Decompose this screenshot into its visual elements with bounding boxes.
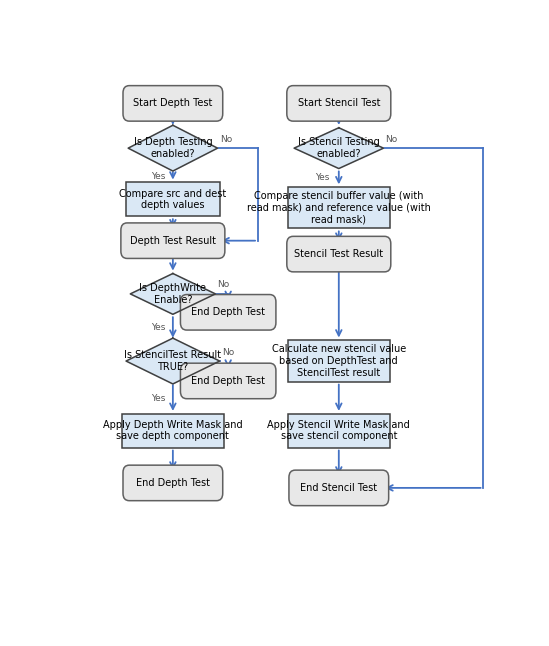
Text: Stencil Test Result: Stencil Test Result (294, 249, 383, 259)
Text: End Stencil Test: End Stencil Test (300, 483, 377, 493)
Text: No: No (220, 135, 232, 143)
Text: Compare stencil buffer value (with
read mask) and reference value (with
read mas: Compare stencil buffer value (with read … (247, 191, 431, 224)
Text: End Depth Test: End Depth Test (191, 376, 265, 386)
Text: Yes: Yes (151, 172, 165, 182)
FancyBboxPatch shape (288, 340, 390, 382)
Text: Is StencilTest Result
TRUE?: Is StencilTest Result TRUE? (124, 350, 221, 372)
Text: End Depth Test: End Depth Test (191, 307, 265, 317)
FancyBboxPatch shape (288, 414, 390, 448)
FancyBboxPatch shape (287, 236, 391, 272)
Polygon shape (128, 125, 217, 171)
FancyBboxPatch shape (123, 86, 223, 121)
FancyBboxPatch shape (121, 223, 225, 258)
Text: Apply Stencil Write Mask and
save stencil component: Apply Stencil Write Mask and save stenci… (267, 420, 410, 441)
FancyBboxPatch shape (123, 465, 223, 501)
Text: Is Stencil Testing
enabled?: Is Stencil Testing enabled? (298, 138, 380, 159)
Text: Start Stencil Test: Start Stencil Test (298, 98, 380, 109)
Polygon shape (294, 128, 383, 169)
Text: Is DepthWrite
Enable?: Is DepthWrite Enable? (139, 283, 206, 305)
Text: No: No (217, 280, 230, 289)
Text: Apply Depth Write Mask and
save depth component: Apply Depth Write Mask and save depth co… (103, 420, 243, 441)
FancyBboxPatch shape (122, 414, 224, 448)
FancyBboxPatch shape (289, 470, 389, 506)
FancyBboxPatch shape (181, 295, 276, 330)
Text: Calculate new stencil value
based on DepthTest and
StencilTest result: Calculate new stencil value based on Dep… (272, 344, 406, 378)
Polygon shape (126, 338, 220, 384)
Polygon shape (130, 273, 215, 315)
Text: Depth Test Result: Depth Test Result (130, 236, 216, 245)
Text: No: No (222, 348, 234, 357)
Text: Yes: Yes (151, 394, 165, 403)
FancyBboxPatch shape (126, 182, 220, 216)
Text: No: No (385, 135, 398, 143)
FancyBboxPatch shape (181, 363, 276, 399)
FancyBboxPatch shape (287, 86, 391, 121)
Text: Compare src and dest
depth values: Compare src and dest depth values (119, 189, 227, 210)
Text: Yes: Yes (315, 173, 330, 182)
Text: End Depth Test: End Depth Test (136, 478, 210, 488)
Text: Is Depth Testing
enabled?: Is Depth Testing enabled? (133, 138, 212, 159)
FancyBboxPatch shape (288, 187, 390, 229)
Text: Yes: Yes (151, 323, 165, 332)
Text: Start Depth Test: Start Depth Test (133, 98, 212, 109)
